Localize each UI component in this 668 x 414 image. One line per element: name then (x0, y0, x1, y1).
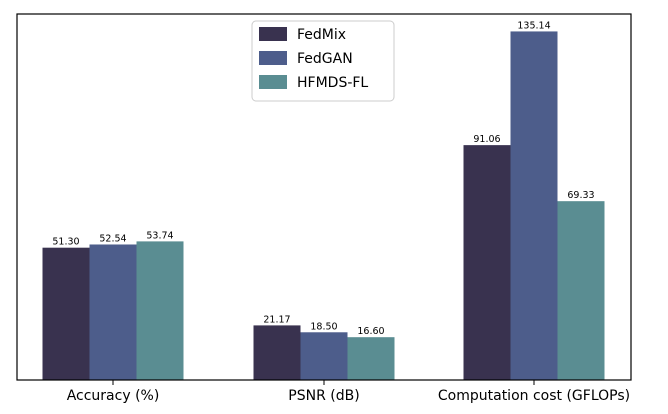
bars-layer (42, 31, 605, 380)
bar-fedmix-1 (253, 325, 301, 380)
legend-swatch-fedgan (259, 51, 287, 65)
legend: FedMix FedGAN HFMDS-FL (251, 20, 395, 102)
bar-fedgan-0 (89, 244, 137, 380)
data-label: 91.06 (473, 134, 500, 145)
data-label: 53.74 (146, 230, 173, 241)
data-label: 135.14 (517, 20, 550, 31)
x-tick-label: Computation cost (GFLOPs) (438, 388, 630, 404)
bar-fedmix-0 (42, 247, 90, 380)
x-tick-label: Accuracy (%) (67, 388, 160, 404)
bar-hfmds-fl-0 (136, 241, 184, 380)
bar-fedgan-1 (300, 332, 348, 380)
legend-swatch-hfmds-fl (259, 75, 287, 89)
data-label: 21.17 (263, 314, 290, 325)
data-label: 18.50 (310, 321, 337, 332)
legend-label-fedgan: FedGAN (297, 51, 353, 67)
x-tick-label: PSNR (dB) (288, 388, 359, 404)
x-axis: Accuracy (%) PSNR (dB) Computation cost (G… (67, 380, 630, 404)
data-label: 52.54 (99, 233, 126, 244)
bar-fedmix-2 (463, 145, 511, 380)
bar-fedgan-2 (510, 31, 558, 380)
bar-hfmds-fl-1 (347, 337, 395, 380)
legend-label-hfmds-fl: HFMDS-FL (297, 75, 368, 91)
bar-hfmds-fl-2 (557, 201, 605, 380)
data-labels-layer: 51.30 52.54 53.74 21.17 18.50 16.60 91.06 135.1… (52, 20, 594, 337)
data-label: 51.30 (52, 237, 79, 248)
data-label: 16.60 (357, 326, 384, 337)
legend-swatch-fedmix (259, 27, 287, 41)
data-label: 69.33 (567, 190, 594, 201)
legend-box (251, 20, 395, 102)
legend-label-fedmix: FedMix (297, 27, 346, 43)
